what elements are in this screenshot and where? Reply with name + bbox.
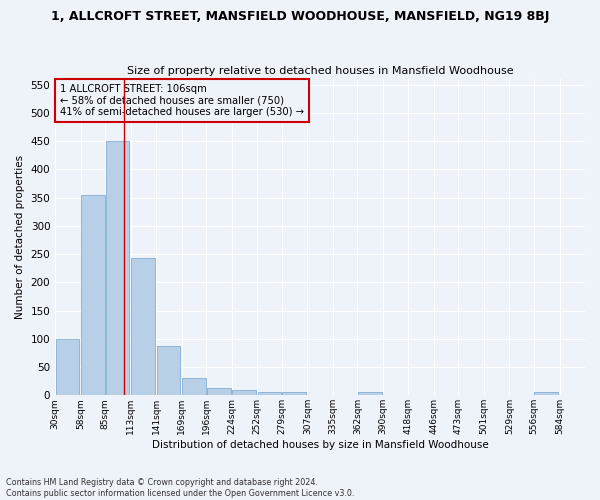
Bar (81, 195, 105, 396)
Bar (257, 392, 281, 396)
Bar (182, 378, 206, 396)
X-axis label: Distribution of detached houses by size in Mansfield Woodhouse: Distribution of detached houses by size … (152, 440, 488, 450)
Bar (232, 390, 256, 396)
Bar (131, 258, 155, 396)
Bar (157, 346, 181, 396)
Title: Size of property relative to detached houses in Mansfield Woodhouse: Size of property relative to detached ho… (127, 66, 514, 76)
Bar (282, 392, 306, 396)
Bar (535, 392, 558, 396)
Bar (206, 388, 230, 396)
Bar (106, 141, 130, 396)
Y-axis label: Number of detached properties: Number of detached properties (15, 155, 25, 319)
Text: 1, ALLCROFT STREET, MANSFIELD WOODHOUSE, MANSFIELD, NG19 8BJ: 1, ALLCROFT STREET, MANSFIELD WOODHOUSE,… (51, 10, 549, 23)
Bar (358, 392, 382, 396)
Bar (56, 339, 79, 396)
Text: Contains HM Land Registry data © Crown copyright and database right 2024.
Contai: Contains HM Land Registry data © Crown c… (6, 478, 355, 498)
Text: 1 ALLCROFT STREET: 106sqm
← 58% of detached houses are smaller (750)
41% of semi: 1 ALLCROFT STREET: 106sqm ← 58% of detac… (61, 84, 304, 117)
